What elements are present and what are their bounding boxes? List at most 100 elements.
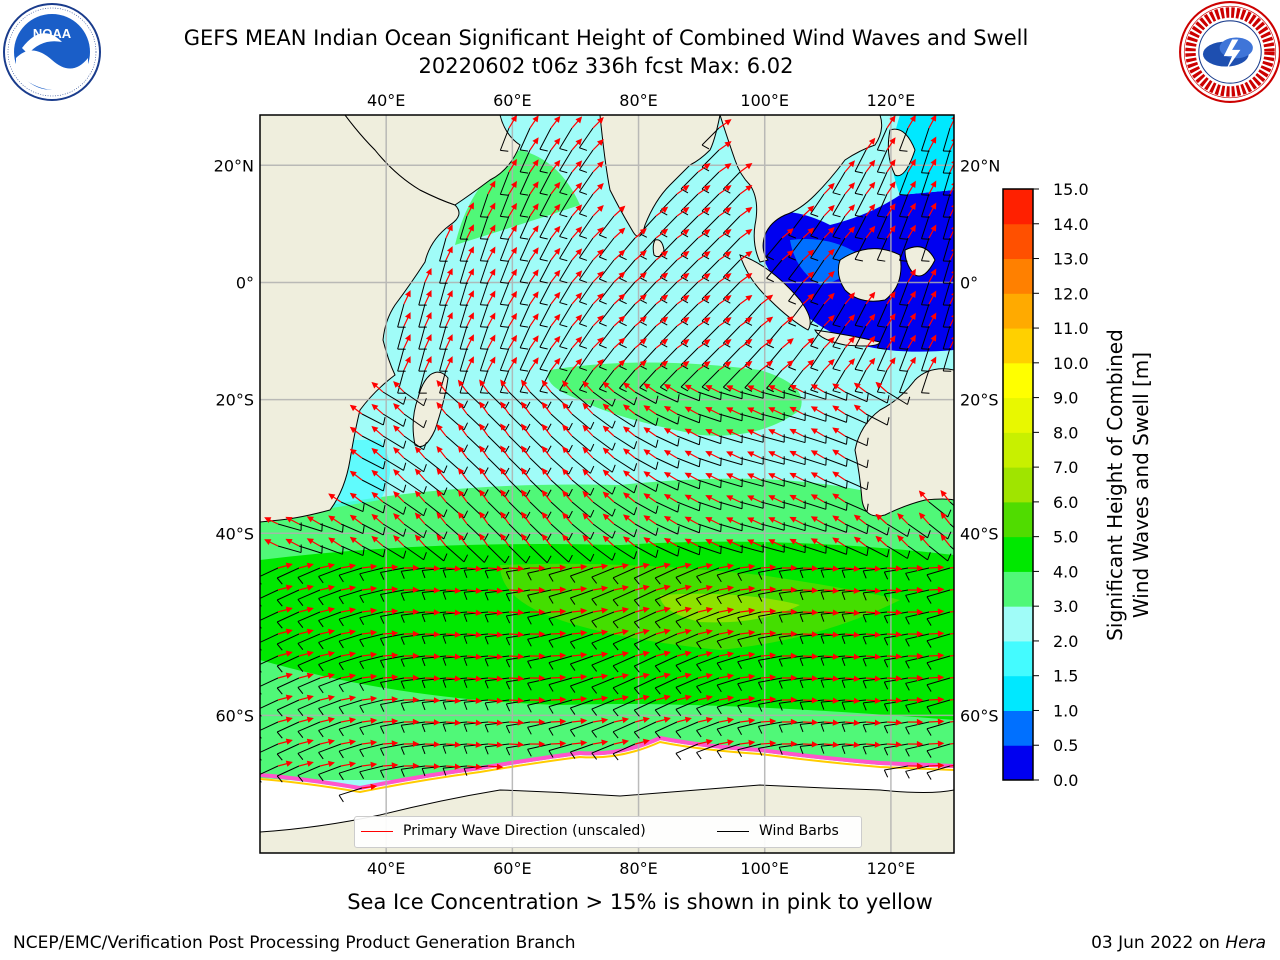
wind-barb-flag: [500, 215, 509, 218]
wind-barb: [591, 633, 615, 644]
wave-arrow-head: [810, 538, 818, 545]
wave-arrow-head: [306, 716, 314, 723]
wind-barb-flag: [947, 553, 952, 562]
wind-barb: [612, 611, 636, 623]
wave-arrow-head: [789, 450, 797, 457]
wind-barb: [612, 633, 636, 645]
wave-arrow-head: [889, 291, 896, 299]
wave-arrow-head: [412, 762, 420, 770]
wave-arrow-head: [553, 269, 561, 277]
wave-arrow-head: [786, 228, 794, 235]
wave-arrow-head: [766, 338, 774, 346]
wind-barb-flag: [633, 419, 638, 428]
wind-barb-flag: [569, 751, 576, 759]
wind-barb: [592, 457, 613, 473]
wave-arrow-head: [306, 538, 314, 545]
wind-barb: [760, 479, 785, 487]
wave-arrow-head: [597, 359, 604, 366]
wind-barb: [318, 611, 342, 621]
wave-arrow-head: [349, 761, 357, 768]
legend-barb-line: [717, 830, 749, 832]
wind-barb-flag: [504, 489, 510, 498]
wind-barb-flag: [548, 684, 554, 692]
wave-arrow-head: [807, 293, 815, 301]
wave-arrow-head: [575, 248, 583, 256]
wind-barb-flag: [788, 300, 797, 305]
wave-arrow-head: [370, 585, 378, 592]
wave-arrow-head: [454, 565, 462, 572]
wave-arrow-head: [532, 137, 539, 145]
wave-arrow-head: [475, 587, 483, 594]
wave-arrow-head: [747, 451, 755, 458]
wind-barb: [928, 545, 949, 562]
wind-barb-flag: [520, 237, 529, 240]
wave-arrow-head: [454, 587, 462, 594]
wave-arrow-head: [959, 565, 964, 569]
wave-arrow-head: [412, 608, 420, 616]
wind-barb-flag: [675, 621, 682, 628]
wind-barb-flag: [788, 256, 797, 261]
wave-arrow-head: [703, 163, 711, 170]
wind-barb-flag: [778, 681, 783, 689]
wave-arrow-head: [457, 533, 465, 541]
wind-barb: [654, 589, 678, 601]
wind-barb: [823, 545, 847, 555]
wave-arrow-head: [454, 653, 462, 660]
wind-barb: [338, 677, 363, 686]
wind-barb: [479, 259, 489, 283]
wind-barb-flag: [423, 486, 427, 494]
wind-barb-flag: [845, 502, 848, 511]
wind-barb-flag: [854, 390, 864, 394]
wind-barb-flag: [559, 148, 568, 152]
wind-barb: [942, 171, 951, 196]
wave-arrow: [949, 742, 954, 745]
wind-barb-flag: [862, 702, 867, 711]
wind-barb-flag: [654, 621, 661, 629]
wind-barb-flag: [723, 386, 731, 392]
wave-arrow-head: [827, 314, 835, 322]
wind-barb: [499, 171, 510, 195]
wave-arrow-head: [897, 535, 904, 542]
wind-barb-flag: [568, 532, 573, 541]
wind-barb-flag: [845, 458, 848, 467]
wind-barb-flag: [899, 325, 908, 328]
wave-arrow-head: [489, 180, 496, 188]
tick-label-lon-bottom: 80°E: [619, 859, 657, 878]
wind-barb: [519, 193, 531, 217]
wave-arrow-head: [425, 334, 432, 342]
wind-barb: [832, 215, 846, 237]
wave-arrow-head: [264, 517, 272, 523]
wave-arrow-head: [602, 447, 610, 455]
wave-band-1.5m: [892, 115, 954, 195]
wind-barb-flag: [899, 237, 908, 240]
wave-arrow-head: [475, 565, 483, 572]
wave-arrow-head: [597, 139, 604, 146]
wind-barb: [318, 743, 342, 753]
wave-arrow-head: [285, 538, 293, 545]
wind-barb: [802, 545, 827, 554]
wind-barb: [655, 435, 678, 447]
wind-barb-flag: [318, 664, 324, 672]
wind-barb: [338, 743, 363, 752]
wind-barb: [788, 281, 804, 302]
wave-arrow-head: [703, 295, 711, 302]
wind-barb-flag: [639, 343, 648, 348]
wind-barb-flag: [832, 368, 841, 372]
wind-barb: [737, 611, 762, 619]
wave-arrow-head: [517, 719, 525, 726]
wind-barb-flag: [841, 658, 846, 666]
wind-barb: [810, 347, 825, 369]
wind-barb-flag: [599, 388, 607, 393]
wave-arrow-head: [789, 516, 797, 523]
wind-barb-flag: [463, 636, 468, 644]
wind-barb-flag: [525, 445, 531, 454]
wave-arrow-head: [532, 115, 539, 123]
wave-arrow-head: [580, 607, 588, 615]
wind-barb-flag: [907, 550, 911, 559]
wind-barb-flag: [799, 658, 804, 667]
wave-arrow-head: [832, 449, 840, 456]
wave-arrow-head: [868, 225, 876, 233]
wave-arrow-head: [622, 563, 630, 570]
wind-barb-flag: [403, 506, 407, 515]
wave-arrow: [949, 676, 954, 679]
